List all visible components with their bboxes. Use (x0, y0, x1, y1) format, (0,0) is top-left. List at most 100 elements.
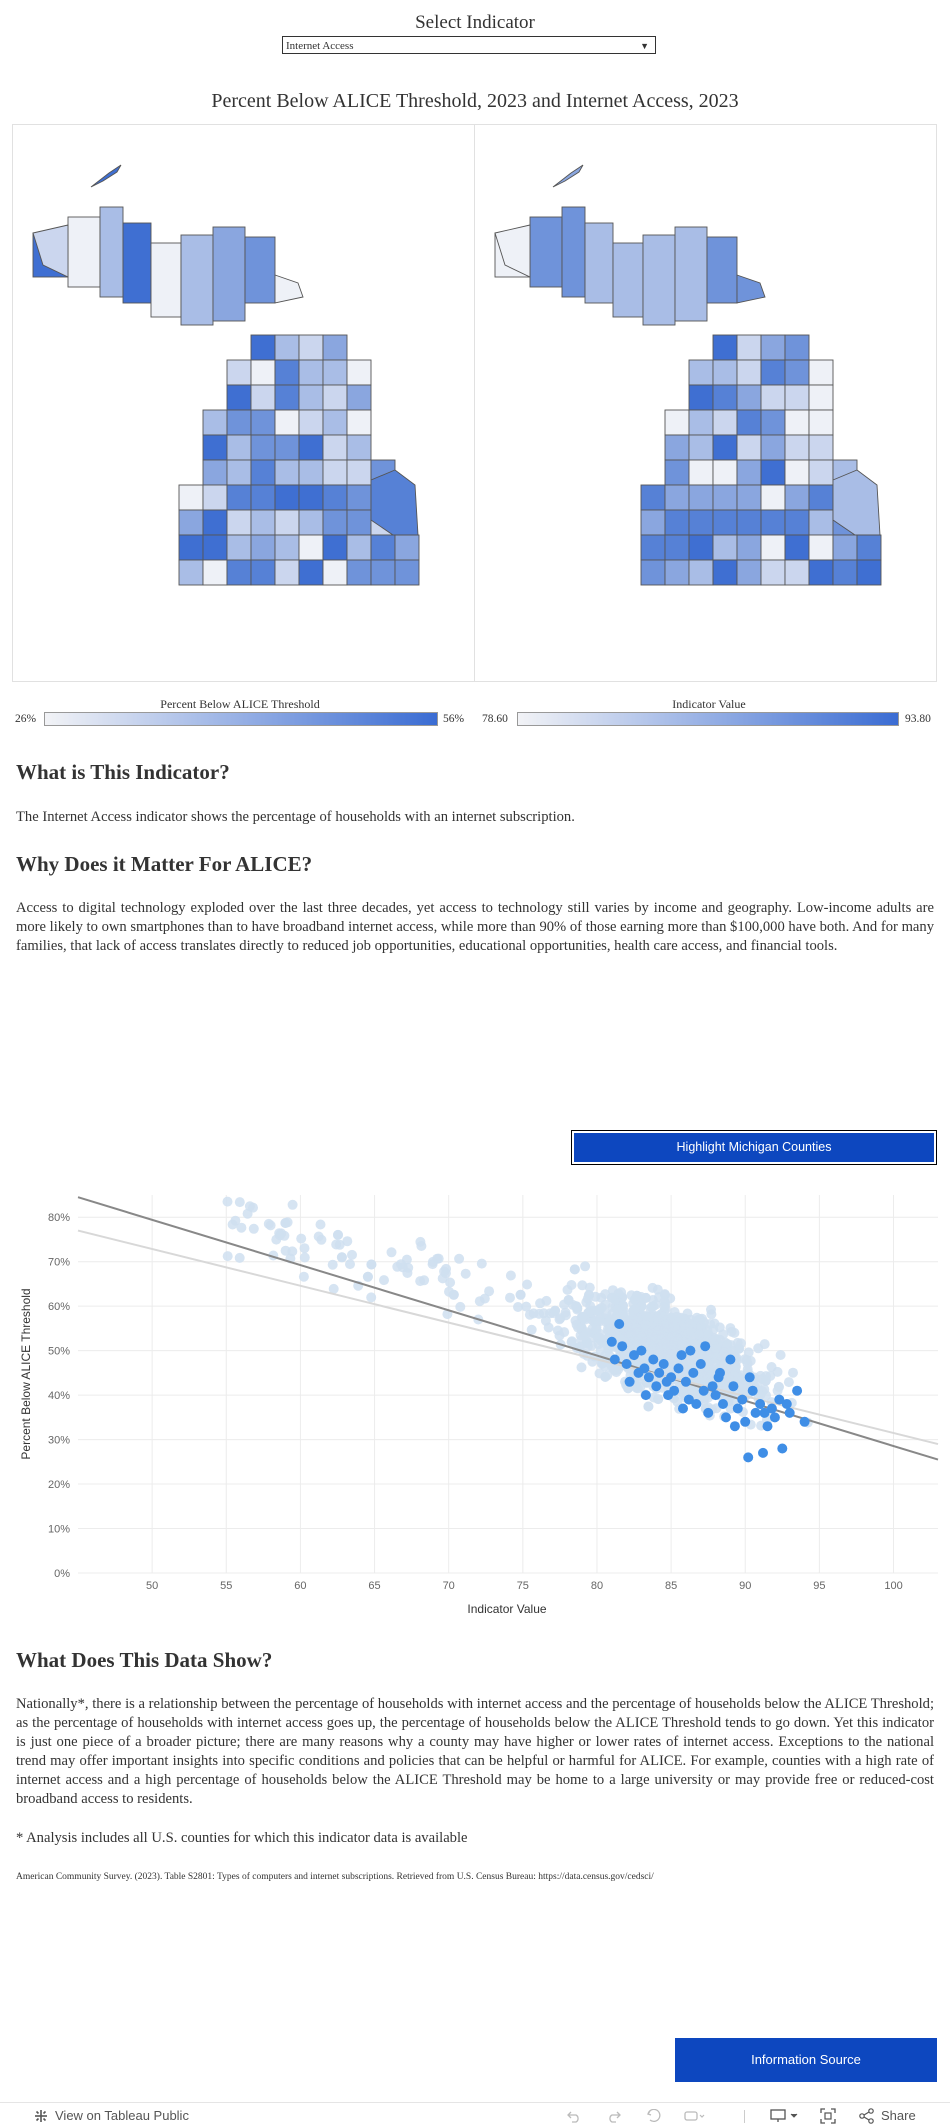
county-lp-0-3[interactable] (274, 334, 300, 361)
county-up-1[interactable] (529, 216, 563, 288)
county-lp-9-0[interactable] (664, 559, 690, 586)
michigan-county-point[interactable] (762, 1421, 773, 1432)
county-lp-8-7[interactable] (370, 534, 396, 561)
county-lp-8-3[interactable] (736, 534, 762, 561)
county-lp-8-6[interactable] (346, 534, 372, 561)
county-up-3[interactable] (584, 222, 614, 304)
county-lp-6-6[interactable] (346, 484, 372, 511)
county-lp-5-2[interactable] (712, 459, 738, 486)
county-lp-3-1[interactable] (226, 409, 252, 436)
county-lp-7-2[interactable] (712, 509, 738, 536)
michigan-county-point[interactable] (799, 1416, 810, 1427)
county-lp-3-3[interactable] (274, 409, 300, 436)
county-up-east[interactable] (274, 274, 304, 304)
michigan-county-point[interactable] (784, 1407, 795, 1418)
michigan-county-point[interactable] (759, 1407, 770, 1418)
michigan-county-point[interactable] (774, 1394, 785, 1405)
michigan-county-point[interactable] (781, 1399, 792, 1409)
michigan-county-point[interactable] (740, 1416, 751, 1427)
michigan-county-point[interactable] (755, 1399, 766, 1409)
county-up-6[interactable] (674, 226, 708, 322)
county-lp-9-6[interactable] (808, 559, 834, 586)
county-lp-4-1[interactable] (688, 434, 714, 461)
redo-icon[interactable] (606, 2109, 622, 2123)
county-lp-8-1[interactable] (226, 534, 252, 561)
michigan-county-point[interactable] (737, 1394, 748, 1405)
county-lp-7-4[interactable] (760, 509, 786, 536)
michigan-county-point[interactable] (629, 1350, 639, 1361)
michigan-county-point[interactable] (710, 1390, 721, 1401)
michigan-county-point[interactable] (769, 1412, 780, 1423)
county-lp-9-7[interactable] (370, 559, 396, 586)
county-lp-1-3[interactable] (736, 359, 762, 386)
county-up-3[interactable] (122, 222, 152, 304)
county-lp-6-1[interactable] (688, 484, 714, 511)
county-lp-7--1[interactable] (178, 509, 204, 536)
michigan-county-point[interactable] (648, 1354, 659, 1365)
county-up-1[interactable] (67, 216, 101, 288)
county-lp-8-8[interactable] (856, 534, 882, 561)
county-lp-9-5[interactable] (784, 559, 810, 586)
county-lp-4-6[interactable] (346, 434, 372, 461)
county-lp-7-0[interactable] (664, 509, 690, 536)
county-lp-9--1[interactable] (640, 559, 666, 586)
county-lp-3-5[interactable] (322, 409, 348, 436)
county-lp-3-2[interactable] (712, 409, 738, 436)
county-lp-8-7[interactable] (832, 534, 858, 561)
county-lp-8-2[interactable] (712, 534, 738, 561)
county-lp-0-5[interactable] (322, 334, 348, 361)
county-lp-7-5[interactable] (784, 509, 810, 536)
county-up-2[interactable] (99, 206, 124, 298)
county-lp-1-1[interactable] (688, 359, 714, 386)
county-lp-3-4[interactable] (760, 409, 786, 436)
county-lp-3-1[interactable] (688, 409, 714, 436)
county-lp-6-5[interactable] (322, 484, 348, 511)
county-lp-5-4[interactable] (760, 459, 786, 486)
county-lp-4-4[interactable] (760, 434, 786, 461)
county-lp-5-5[interactable] (322, 459, 348, 486)
michigan-county-point[interactable] (639, 1363, 650, 1374)
county-lp-9-5[interactable] (322, 559, 348, 586)
county-lp-8--1[interactable] (178, 534, 204, 561)
county-lp-1-5[interactable] (322, 359, 348, 386)
county-lp-6-0[interactable] (202, 484, 228, 511)
michigan-county-point[interactable] (617, 1341, 628, 1352)
county-lp-4-1[interactable] (226, 434, 252, 461)
county-lp-2-3[interactable] (274, 384, 300, 411)
michigan-county-point[interactable] (685, 1345, 696, 1356)
county-lp-2-5[interactable] (784, 384, 810, 411)
indicator-dropdown[interactable]: Internet Access ▼ (282, 36, 656, 54)
county-lp-5-6[interactable] (808, 459, 834, 486)
michigan-county-point[interactable] (695, 1359, 706, 1369)
county-lp-1-4[interactable] (298, 359, 324, 386)
county-thumb[interactable] (370, 469, 419, 536)
county-up-4[interactable] (612, 242, 644, 318)
county-lp-5-1[interactable] (226, 459, 252, 486)
county-lp-8-6[interactable] (808, 534, 834, 561)
county-lp-7-5[interactable] (322, 509, 348, 536)
county-lp-4-0[interactable] (202, 434, 228, 461)
county-lp-7-6[interactable] (808, 509, 834, 536)
county-lp-5-0[interactable] (202, 459, 228, 486)
michigan-county-point[interactable] (750, 1407, 761, 1418)
county-lp-7--1[interactable] (640, 509, 666, 536)
county-lp-8-3[interactable] (274, 534, 300, 561)
fullscreen-icon[interactable] (820, 2108, 836, 2124)
county-lp-5-4[interactable] (298, 459, 324, 486)
county-lp-0-5[interactable] (784, 334, 810, 361)
county-lp-0-4[interactable] (760, 334, 786, 361)
county-lp-6--1[interactable] (640, 484, 666, 511)
county-lp-1-1[interactable] (226, 359, 252, 386)
county-lp-8-1[interactable] (688, 534, 714, 561)
county-up-6[interactable] (212, 226, 246, 322)
county-lp-7-6[interactable] (346, 509, 372, 536)
pause-icon[interactable] (684, 2109, 706, 2123)
county-lp-3-5[interactable] (784, 409, 810, 436)
county-lp-1-2[interactable] (712, 359, 738, 386)
county-lp-4-0[interactable] (664, 434, 690, 461)
county-up-5[interactable] (642, 234, 676, 326)
county-lp-3-2[interactable] (250, 409, 276, 436)
county-lp-8-0[interactable] (664, 534, 690, 561)
county-lp-2-2[interactable] (250, 384, 276, 411)
county-lp-2-6[interactable] (808, 384, 834, 411)
